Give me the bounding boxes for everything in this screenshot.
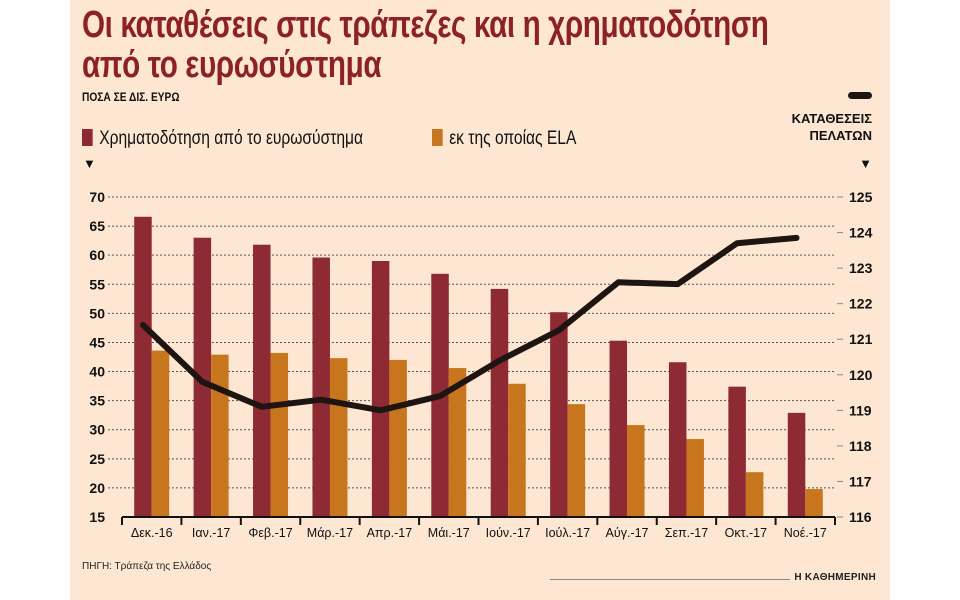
y2-tick-label: 118 bbox=[849, 438, 872, 454]
bar-ela bbox=[151, 350, 170, 517]
bar-ela bbox=[805, 489, 823, 517]
y-tick-label: 65 bbox=[89, 218, 105, 234]
line-deposits bbox=[140, 234, 800, 414]
legend-swatch-funding bbox=[82, 129, 93, 146]
brand-logo: Η ΚΑΘΗΜΕΡΙΝΗ bbox=[794, 572, 876, 583]
y-tick-label: 45 bbox=[89, 334, 105, 350]
x-tick-label: Ιαν.-17 bbox=[192, 526, 231, 540]
bar-ela bbox=[389, 359, 407, 517]
right-axis-triangle-icon: ▼ bbox=[859, 156, 872, 171]
legend-swatch-ela bbox=[432, 129, 443, 146]
x-tick-label: Σεπ.-17 bbox=[665, 526, 709, 540]
y2-tick-label: 119 bbox=[849, 402, 872, 418]
y-tick-label: 15 bbox=[89, 509, 105, 525]
source-note: ΠΗΓΗ: Τράπεζα της Ελλάδος bbox=[82, 561, 212, 572]
y-tick-label: 35 bbox=[89, 393, 105, 409]
x-tick-label: Φεβ.-17 bbox=[248, 526, 292, 540]
right-axis-label-line1: ΚΑΤΑΘΕΣΕΙΣ bbox=[791, 111, 872, 126]
y2-tick-label: 122 bbox=[849, 296, 873, 312]
x-tick-label: Αύγ.-17 bbox=[606, 526, 649, 540]
right-axis-label: ΚΑΤΑΘΕΣΕΙΣ ΠΕΛΑΤΩΝ bbox=[792, 110, 872, 144]
bar-funding bbox=[609, 340, 628, 517]
legend-item-funding: Χρηματοδότηση από το ευρωσύστημα bbox=[82, 128, 363, 150]
bar-ela bbox=[270, 352, 289, 517]
y-tick-label: 25 bbox=[89, 451, 105, 467]
x-tick-label: Ιούλ.-17 bbox=[545, 526, 590, 540]
x-tick-label: Νοέ.-17 bbox=[784, 526, 827, 540]
y-tick-label: 55 bbox=[89, 276, 105, 292]
bar-ela bbox=[627, 425, 645, 517]
brand-divider bbox=[550, 579, 790, 580]
bar-funding bbox=[728, 386, 746, 517]
bar-ela bbox=[686, 439, 704, 517]
bar-funding bbox=[193, 237, 212, 517]
x-tick-label: Απρ.-17 bbox=[367, 526, 413, 540]
x-tick-label: Οκτ.-17 bbox=[725, 526, 767, 540]
bar-ela bbox=[211, 354, 229, 517]
bar-funding bbox=[253, 244, 271, 517]
y2-tick-label: 123 bbox=[849, 260, 873, 276]
y2-tick-label: 125 bbox=[849, 189, 873, 205]
chart-subtitle: ΠΟΣΑ ΣΕ ΔΙΣ. ΕΥΡΩ bbox=[82, 90, 180, 104]
x-tick-label: Μάρ.-17 bbox=[307, 526, 353, 540]
y2-tick-label: 117 bbox=[849, 473, 872, 489]
x-tick-label: Μάι.-17 bbox=[428, 526, 470, 540]
chart-title-line1: Οι καταθέσεις στις τράπεζες και η χρηματ… bbox=[82, 4, 769, 46]
y-tick-label: 70 bbox=[89, 189, 105, 205]
legend-label-ela: εκ της οποίας ELA bbox=[449, 128, 577, 149]
bar-funding bbox=[787, 412, 806, 517]
bar-funding bbox=[134, 216, 152, 518]
left-axis-triangle-icon: ▼ bbox=[83, 156, 96, 171]
y-tick-label: 30 bbox=[89, 422, 105, 438]
legend-swatch-deposits bbox=[848, 92, 872, 99]
bar-ela bbox=[329, 358, 348, 517]
y2-tick-label: 116 bbox=[849, 509, 872, 525]
legend-item-ela: εκ της οποίας ELA bbox=[432, 128, 576, 150]
bar-ela bbox=[508, 383, 526, 517]
chart-title-line2: από το ευρωσύστημα bbox=[82, 44, 382, 86]
bar-funding bbox=[668, 362, 687, 517]
y-tick-label: 50 bbox=[89, 305, 105, 321]
right-axis-label-line2: ΠΕΛΑΤΩΝ bbox=[809, 128, 872, 143]
y-tick-label: 40 bbox=[89, 364, 105, 380]
y-tick-label: 20 bbox=[89, 480, 105, 496]
bar-ela bbox=[448, 368, 467, 517]
x-tick-label: Δεκ.-16 bbox=[131, 526, 173, 540]
bar-funding bbox=[312, 257, 330, 517]
y-tick-label: 60 bbox=[89, 247, 105, 263]
y2-tick-label: 120 bbox=[849, 367, 873, 383]
bar-ela bbox=[745, 472, 764, 517]
bar-ela bbox=[567, 404, 586, 517]
y2-tick-label: 121 bbox=[849, 331, 873, 347]
bar-funding bbox=[550, 312, 568, 517]
x-tick-label: Ιούν.-17 bbox=[486, 526, 531, 540]
legend-label-funding: Χρηματοδότηση από το ευρωσύστημα bbox=[99, 128, 364, 149]
y2-tick-label: 124 bbox=[849, 225, 873, 241]
bar-funding bbox=[490, 288, 509, 517]
bar-funding bbox=[371, 261, 390, 517]
